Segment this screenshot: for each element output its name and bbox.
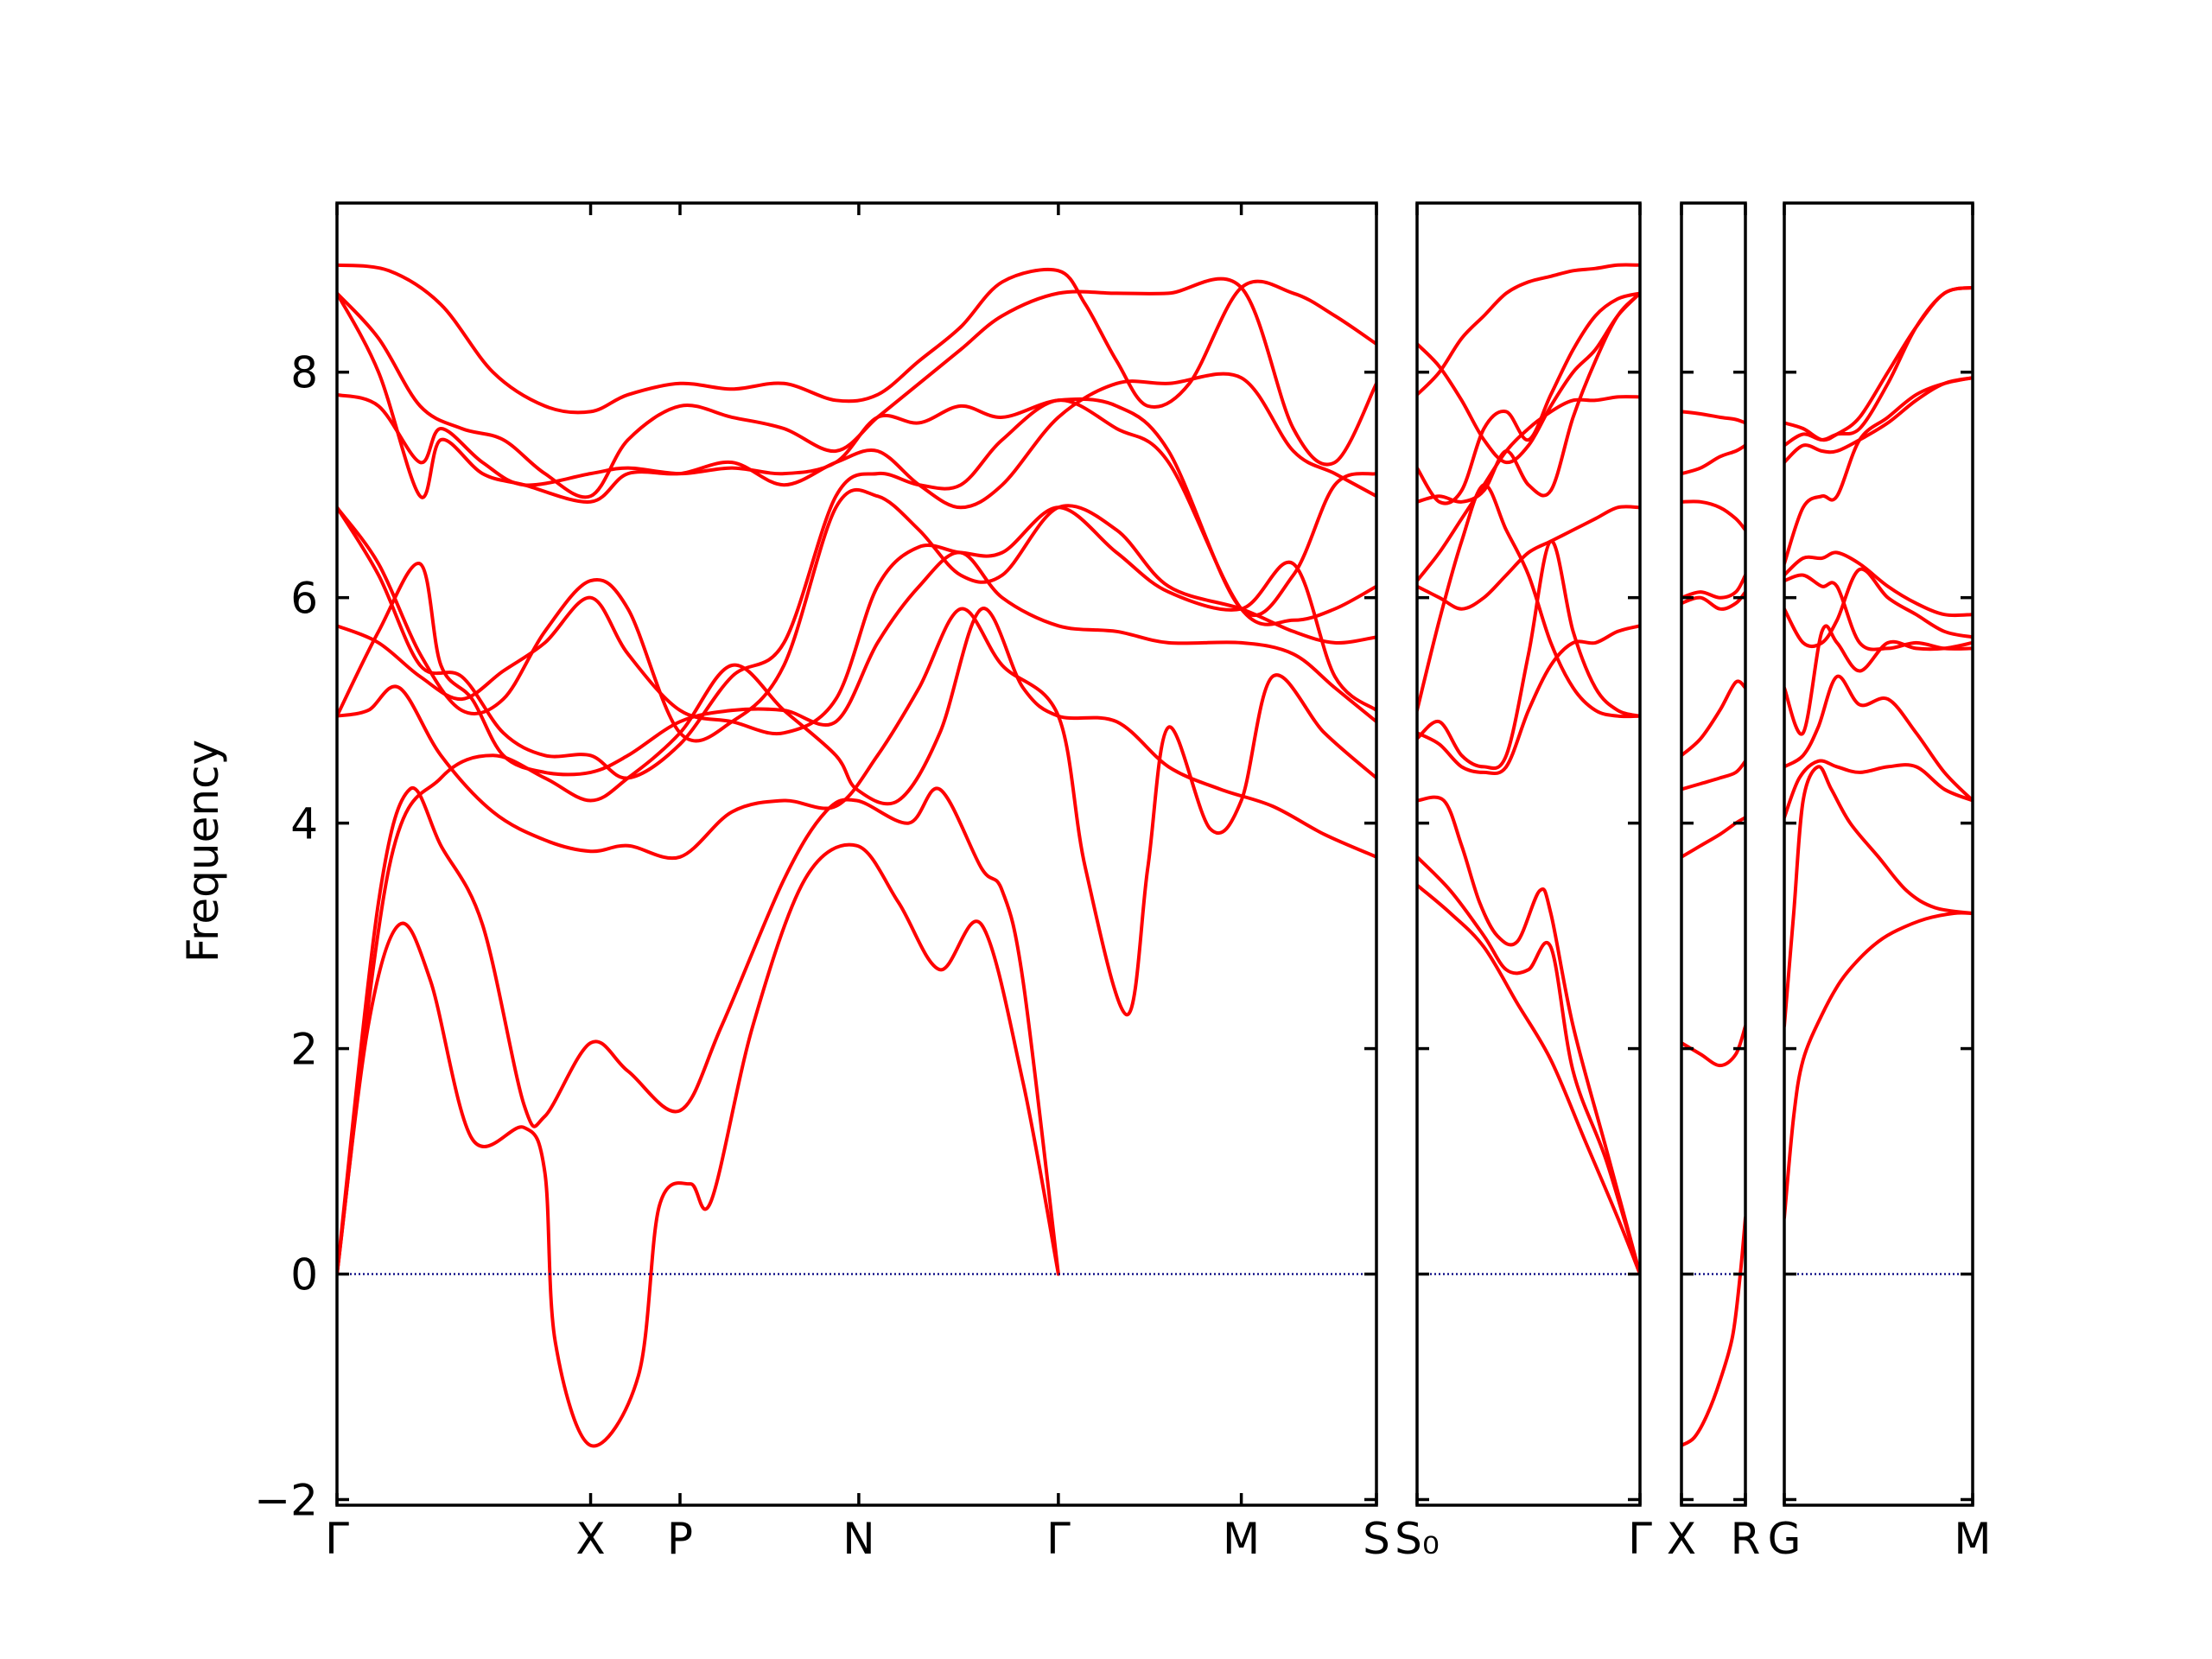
band-line <box>1417 539 1640 771</box>
band-line <box>337 488 1376 743</box>
band-line <box>337 550 1376 777</box>
band-line <box>1784 765 1973 1028</box>
band-line <box>337 398 1376 780</box>
bands-layer <box>337 263 1973 1448</box>
band-line <box>1681 679 1745 758</box>
x-tick-label: Γ <box>1628 1514 1652 1564</box>
x-tick-label: G <box>1768 1514 1802 1564</box>
band-line <box>337 607 1376 1276</box>
band-line <box>337 842 1060 1448</box>
band-line <box>337 263 1376 415</box>
band-line <box>1417 291 1640 465</box>
band-line <box>1784 376 1973 465</box>
band-line <box>1681 759 1745 791</box>
panel-3-bands <box>1681 410 1745 1447</box>
band-line <box>1784 567 1973 648</box>
band-line <box>1417 263 1640 397</box>
axis-ticks <box>335 203 1974 1505</box>
band-line <box>1417 624 1640 776</box>
band-line <box>1681 1024 1745 1068</box>
y-axis-label: Frequency <box>178 740 228 963</box>
x-tick-label: Γ <box>1046 1514 1071 1564</box>
x-tick-label: R <box>1731 1514 1761 1564</box>
band-line <box>1784 624 1973 736</box>
x-tick-label: S <box>1363 1514 1390 1564</box>
band-line <box>1681 573 1745 600</box>
band-line <box>1784 285 1973 442</box>
panel-2-bands <box>1417 263 1640 1276</box>
panel-frames <box>335 201 1974 1507</box>
panel-2-frame <box>1415 201 1642 1507</box>
band-line <box>1681 410 1745 425</box>
band-line <box>337 392 1376 617</box>
x-tick-label: X <box>1667 1514 1696 1564</box>
band-line <box>1681 590 1745 611</box>
band-line <box>1417 795 1640 1276</box>
band-line <box>1681 443 1745 476</box>
x-tick-label: M <box>1223 1514 1260 1564</box>
band-line <box>1417 483 1640 719</box>
band-line <box>1417 505 1640 611</box>
band-line <box>1417 291 1640 505</box>
band-line <box>1784 376 1973 566</box>
band-line <box>1784 550 1973 618</box>
band-line <box>1681 1216 1745 1447</box>
band-line <box>1417 395 1640 583</box>
band-line <box>1784 674 1973 803</box>
panel-1-bands <box>337 263 1376 1448</box>
panel-4-bands <box>1784 285 1973 1220</box>
y-tick-label: 0 <box>290 1250 318 1300</box>
x-tick-label: X <box>575 1514 605 1564</box>
y-tick-label: 8 <box>290 348 318 398</box>
x-tick-label: Γ <box>325 1514 349 1564</box>
band-line <box>337 505 1376 736</box>
band-line <box>1784 911 1973 1220</box>
band-line <box>1681 816 1745 859</box>
x-tick-label: S₀ <box>1395 1514 1440 1564</box>
y-tick-label: 4 <box>290 799 318 849</box>
band-line <box>337 276 1376 499</box>
y-tick-label: 2 <box>290 1025 318 1075</box>
band-line <box>1417 855 1640 1276</box>
x-tick-label: M <box>1954 1514 1991 1564</box>
x-tick-label: P <box>667 1514 693 1564</box>
panel-1-frame <box>335 201 1378 1507</box>
band-line <box>1784 759 1973 820</box>
panel-3-frame <box>1680 201 1747 1507</box>
y-tick-label: −2 <box>254 1475 318 1525</box>
band-line <box>337 291 1376 510</box>
band-line <box>1681 499 1745 532</box>
band-line <box>1784 573 1973 652</box>
y-tick-label: 6 <box>290 574 318 624</box>
band-line <box>1417 291 1640 504</box>
band-line <box>1417 883 1640 1276</box>
panel-4-frame <box>1783 201 1974 1507</box>
band-line <box>337 785 1060 1276</box>
x-tick-label: N <box>842 1514 874 1564</box>
band-line <box>337 607 1376 1017</box>
